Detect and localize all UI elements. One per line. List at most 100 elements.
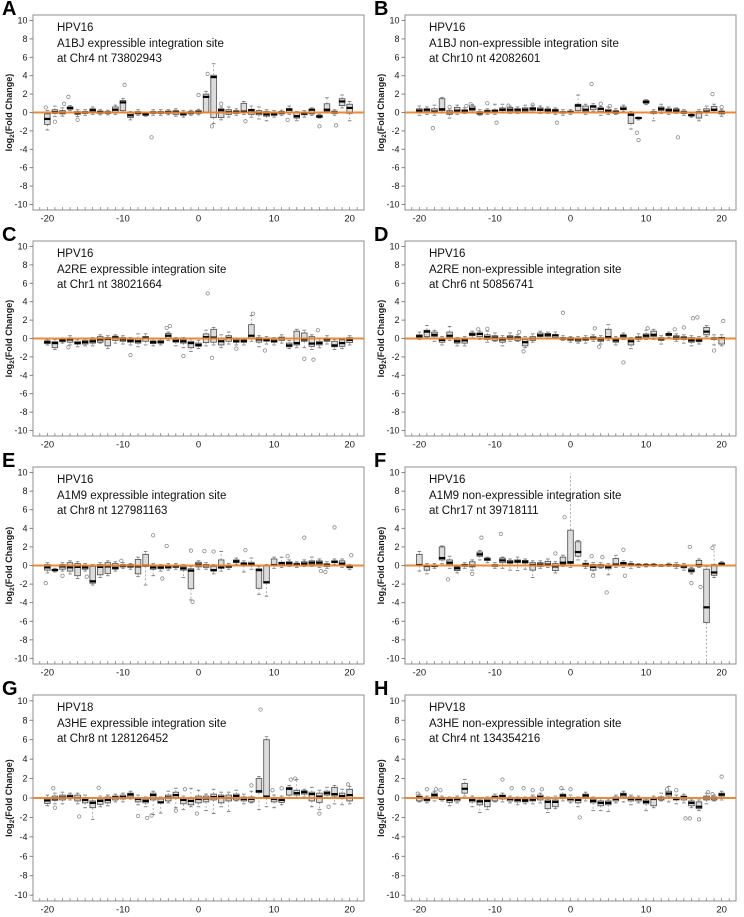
panel-title-line: A1BJ non-expressible integration site bbox=[429, 37, 619, 50]
outliers-group bbox=[51, 707, 351, 821]
svg-text:-4: -4 bbox=[19, 144, 27, 154]
panel-title-line: HPV18 bbox=[429, 702, 466, 714]
svg-text:-4: -4 bbox=[19, 832, 27, 842]
svg-text:-6: -6 bbox=[391, 616, 399, 626]
panel-title-line: A2RE non-expressible integration site bbox=[429, 263, 622, 276]
svg-text:10: 10 bbox=[17, 696, 27, 706]
panel-e: -10 -8 -6 -4 -2 0 2 4 6 8 10 -20 -10 0 10 20 log2(Fold C… bbox=[0, 450, 372, 680]
svg-text:2: 2 bbox=[22, 315, 27, 325]
svg-text:-2: -2 bbox=[19, 126, 27, 136]
svg-text:-6: -6 bbox=[19, 851, 27, 861]
svg-text:-10: -10 bbox=[386, 199, 399, 209]
panel-title-line: HPV16 bbox=[57, 474, 94, 486]
panel-title-line: HPV16 bbox=[429, 22, 466, 34]
boxes-group bbox=[44, 315, 353, 352]
svg-text:10: 10 bbox=[389, 16, 399, 26]
svg-text:2: 2 bbox=[22, 89, 27, 99]
svg-text:2: 2 bbox=[394, 89, 399, 99]
svg-text:10: 10 bbox=[389, 468, 399, 478]
svg-text:-6: -6 bbox=[391, 163, 399, 173]
svg-text:10: 10 bbox=[389, 696, 399, 706]
svg-text:20: 20 bbox=[716, 214, 727, 225]
svg-text:-20: -20 bbox=[40, 214, 54, 225]
svg-text:-20: -20 bbox=[40, 905, 54, 916]
svg-text:8: 8 bbox=[22, 715, 27, 725]
svg-text:-10: -10 bbox=[116, 440, 130, 451]
panel-letter: H bbox=[374, 678, 389, 700]
svg-text:-10: -10 bbox=[386, 653, 399, 663]
panel-title-line: at Chr4 nt 73802943 bbox=[57, 53, 162, 65]
svg-text:-10: -10 bbox=[116, 905, 130, 916]
svg-text:-4: -4 bbox=[391, 370, 399, 380]
outliers-group bbox=[43, 525, 354, 604]
svg-text:2: 2 bbox=[394, 774, 399, 784]
svg-text:0: 0 bbox=[568, 668, 573, 679]
svg-text:8: 8 bbox=[22, 260, 27, 270]
panel-letter: D bbox=[374, 224, 389, 246]
svg-text:4: 4 bbox=[394, 523, 399, 533]
svg-text:8: 8 bbox=[22, 34, 27, 44]
svg-text:10: 10 bbox=[389, 242, 399, 252]
svg-text:8: 8 bbox=[394, 260, 399, 270]
panel-title: HPV16 A1BJ non-expressible integration s… bbox=[429, 21, 619, 68]
svg-text:20: 20 bbox=[716, 668, 727, 679]
svg-text:-10: -10 bbox=[488, 440, 502, 451]
svg-text:0: 0 bbox=[196, 905, 201, 916]
svg-text:-8: -8 bbox=[391, 635, 399, 645]
svg-text:-10: -10 bbox=[14, 199, 27, 209]
panel-title: HPV18 A3HE expressible integration site … bbox=[57, 701, 226, 748]
boxes-group bbox=[44, 736, 353, 820]
panel-title-line: HPV16 bbox=[57, 248, 94, 260]
svg-text:8: 8 bbox=[394, 715, 399, 725]
svg-text:-20: -20 bbox=[412, 440, 426, 451]
panel-title: HPV16 A2RE non-expressible integration s… bbox=[429, 247, 621, 294]
y-axis-label: log2(Fold Change) bbox=[376, 74, 388, 152]
svg-text:-10: -10 bbox=[14, 653, 27, 663]
svg-text:-2: -2 bbox=[19, 579, 27, 589]
svg-text:-10: -10 bbox=[14, 890, 27, 900]
svg-text:4: 4 bbox=[394, 71, 399, 81]
svg-text:-6: -6 bbox=[19, 616, 27, 626]
svg-text:-4: -4 bbox=[19, 598, 27, 608]
svg-text:0: 0 bbox=[196, 214, 201, 225]
svg-text:2: 2 bbox=[394, 315, 399, 325]
svg-text:4: 4 bbox=[22, 71, 27, 81]
panel-letter: G bbox=[2, 678, 18, 700]
svg-text:10: 10 bbox=[641, 440, 652, 451]
boxes-group bbox=[416, 324, 725, 350]
y-axis-label: log2(Fold Change) bbox=[376, 527, 388, 605]
svg-text:0: 0 bbox=[394, 793, 399, 803]
outliers-group bbox=[476, 310, 726, 365]
boxes-group bbox=[44, 551, 353, 601]
svg-text:0: 0 bbox=[196, 668, 201, 679]
svg-text:-6: -6 bbox=[391, 389, 399, 399]
outliers-group bbox=[415, 774, 724, 822]
svg-text:-2: -2 bbox=[391, 579, 399, 589]
svg-text:10: 10 bbox=[17, 16, 27, 26]
svg-text:20: 20 bbox=[344, 214, 355, 225]
panel-title-line: at Chr8 nt 127981163 bbox=[57, 505, 168, 517]
panel-title-line: at Chr10 nt 42082601 bbox=[429, 53, 541, 65]
svg-text:2: 2 bbox=[394, 542, 399, 552]
svg-text:0: 0 bbox=[568, 440, 573, 451]
panel-letter: C bbox=[2, 224, 17, 246]
svg-text:-2: -2 bbox=[391, 352, 399, 362]
svg-text:-6: -6 bbox=[391, 851, 399, 861]
panel-d: -10 -8 -6 -4 -2 0 2 4 6 8 10 -20 -10 0 10 20 log2(Fold C… bbox=[372, 224, 744, 452]
panel-title-line: A3HE expressible integration site bbox=[57, 717, 227, 730]
panel-title-line: HPV16 bbox=[429, 474, 466, 486]
svg-text:10: 10 bbox=[269, 905, 280, 916]
svg-text:-4: -4 bbox=[391, 832, 399, 842]
panel-f: -10 -8 -6 -4 -2 0 2 4 6 8 10 -20 -10 0 10 20 log2(Fold C… bbox=[372, 450, 744, 680]
svg-text:8: 8 bbox=[394, 34, 399, 44]
svg-text:0: 0 bbox=[568, 905, 573, 916]
svg-text:0: 0 bbox=[394, 334, 399, 344]
